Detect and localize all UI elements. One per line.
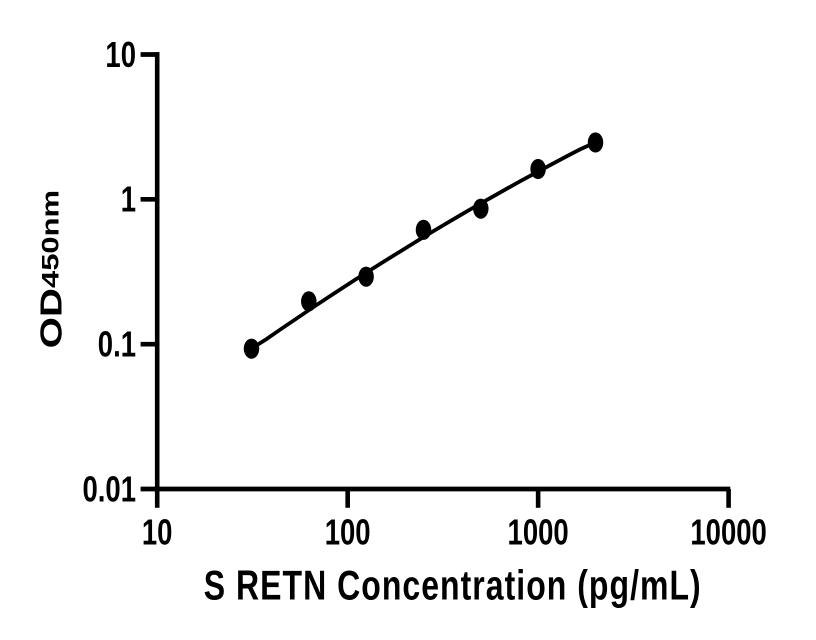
svg-text:S RETN Concentration (pg/mL): S RETN Concentration (pg/mL) — [204, 561, 701, 608]
svg-text:1: 1 — [121, 179, 136, 219]
svg-text:0.1: 0.1 — [98, 324, 136, 364]
svg-text:0.01: 0.01 — [82, 469, 136, 509]
svg-text:1000: 1000 — [508, 512, 569, 552]
svg-text:100: 100 — [325, 512, 371, 552]
svg-text:10000: 10000 — [690, 512, 766, 552]
svg-text:10: 10 — [142, 512, 173, 552]
svg-text:10: 10 — [105, 34, 136, 74]
svg-text:OD450nm: OD450nm — [33, 190, 68, 348]
